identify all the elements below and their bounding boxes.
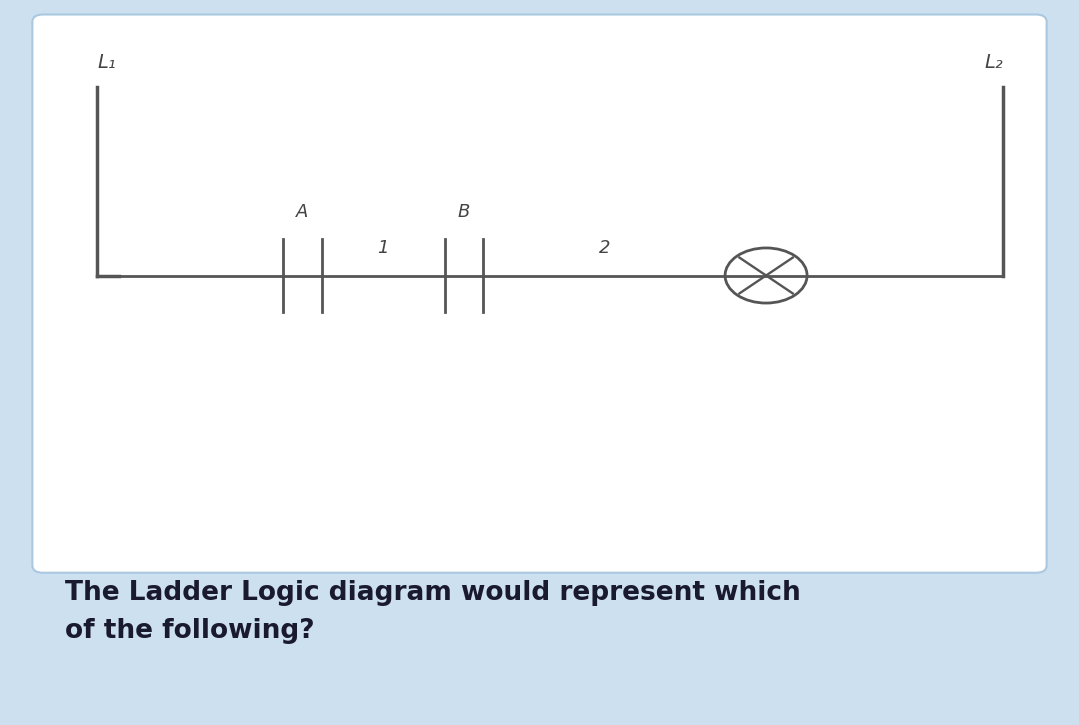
Text: B: B (457, 203, 470, 221)
Text: L₂: L₂ (985, 54, 1003, 72)
FancyBboxPatch shape (32, 14, 1047, 573)
Text: 2: 2 (599, 239, 610, 257)
Text: The Ladder Logic diagram would represent which
of the following?: The Ladder Logic diagram would represent… (65, 580, 801, 644)
Text: L₁: L₁ (97, 54, 115, 72)
Text: A: A (296, 203, 309, 221)
Text: 1: 1 (378, 239, 388, 257)
